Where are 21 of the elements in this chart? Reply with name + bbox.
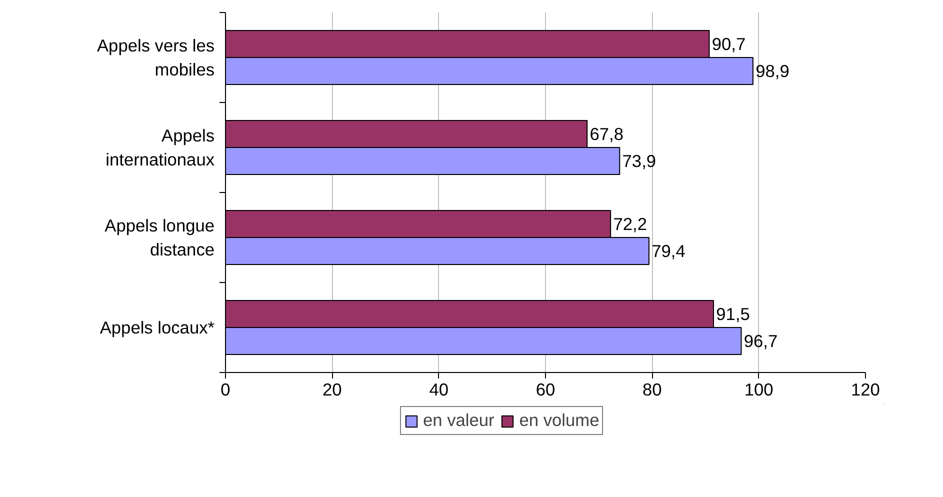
data-label: 91,5 — [716, 304, 750, 324]
data-label: 96,7 — [744, 331, 778, 351]
x-tick-label: 40 — [429, 380, 448, 400]
x-tick-label: 20 — [322, 380, 342, 400]
y-tick-label: Appels longue distance — [104, 216, 215, 260]
y-tick-label: Appels locaux* — [100, 318, 215, 338]
x-tick-label: 0 — [220, 380, 230, 400]
data-label: 72,2 — [613, 214, 647, 234]
x-tick-label: 60 — [536, 380, 556, 400]
data-label: 98,9 — [756, 61, 790, 81]
legend-label: en volume — [519, 410, 600, 431]
data-label: 90,7 — [712, 34, 746, 54]
legend-label: en valeur — [423, 410, 494, 431]
x-tick-label: 100 — [744, 380, 774, 400]
data-label: 79,4 — [652, 241, 686, 261]
data-label: 73,9 — [622, 151, 656, 171]
x-tick-label: 80 — [642, 380, 662, 400]
y-tick-label: Appels vers les mobiles — [97, 36, 215, 80]
x-tick-label: 120 — [851, 380, 880, 400]
data-label: 67,8 — [590, 124, 624, 144]
y-tick-label: Appels internationaux — [106, 126, 215, 170]
